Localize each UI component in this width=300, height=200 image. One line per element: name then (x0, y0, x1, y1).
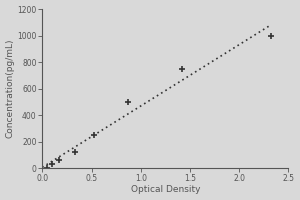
Y-axis label: Concentration(pg/mL): Concentration(pg/mL) (6, 39, 15, 138)
X-axis label: Optical Density: Optical Density (130, 185, 200, 194)
